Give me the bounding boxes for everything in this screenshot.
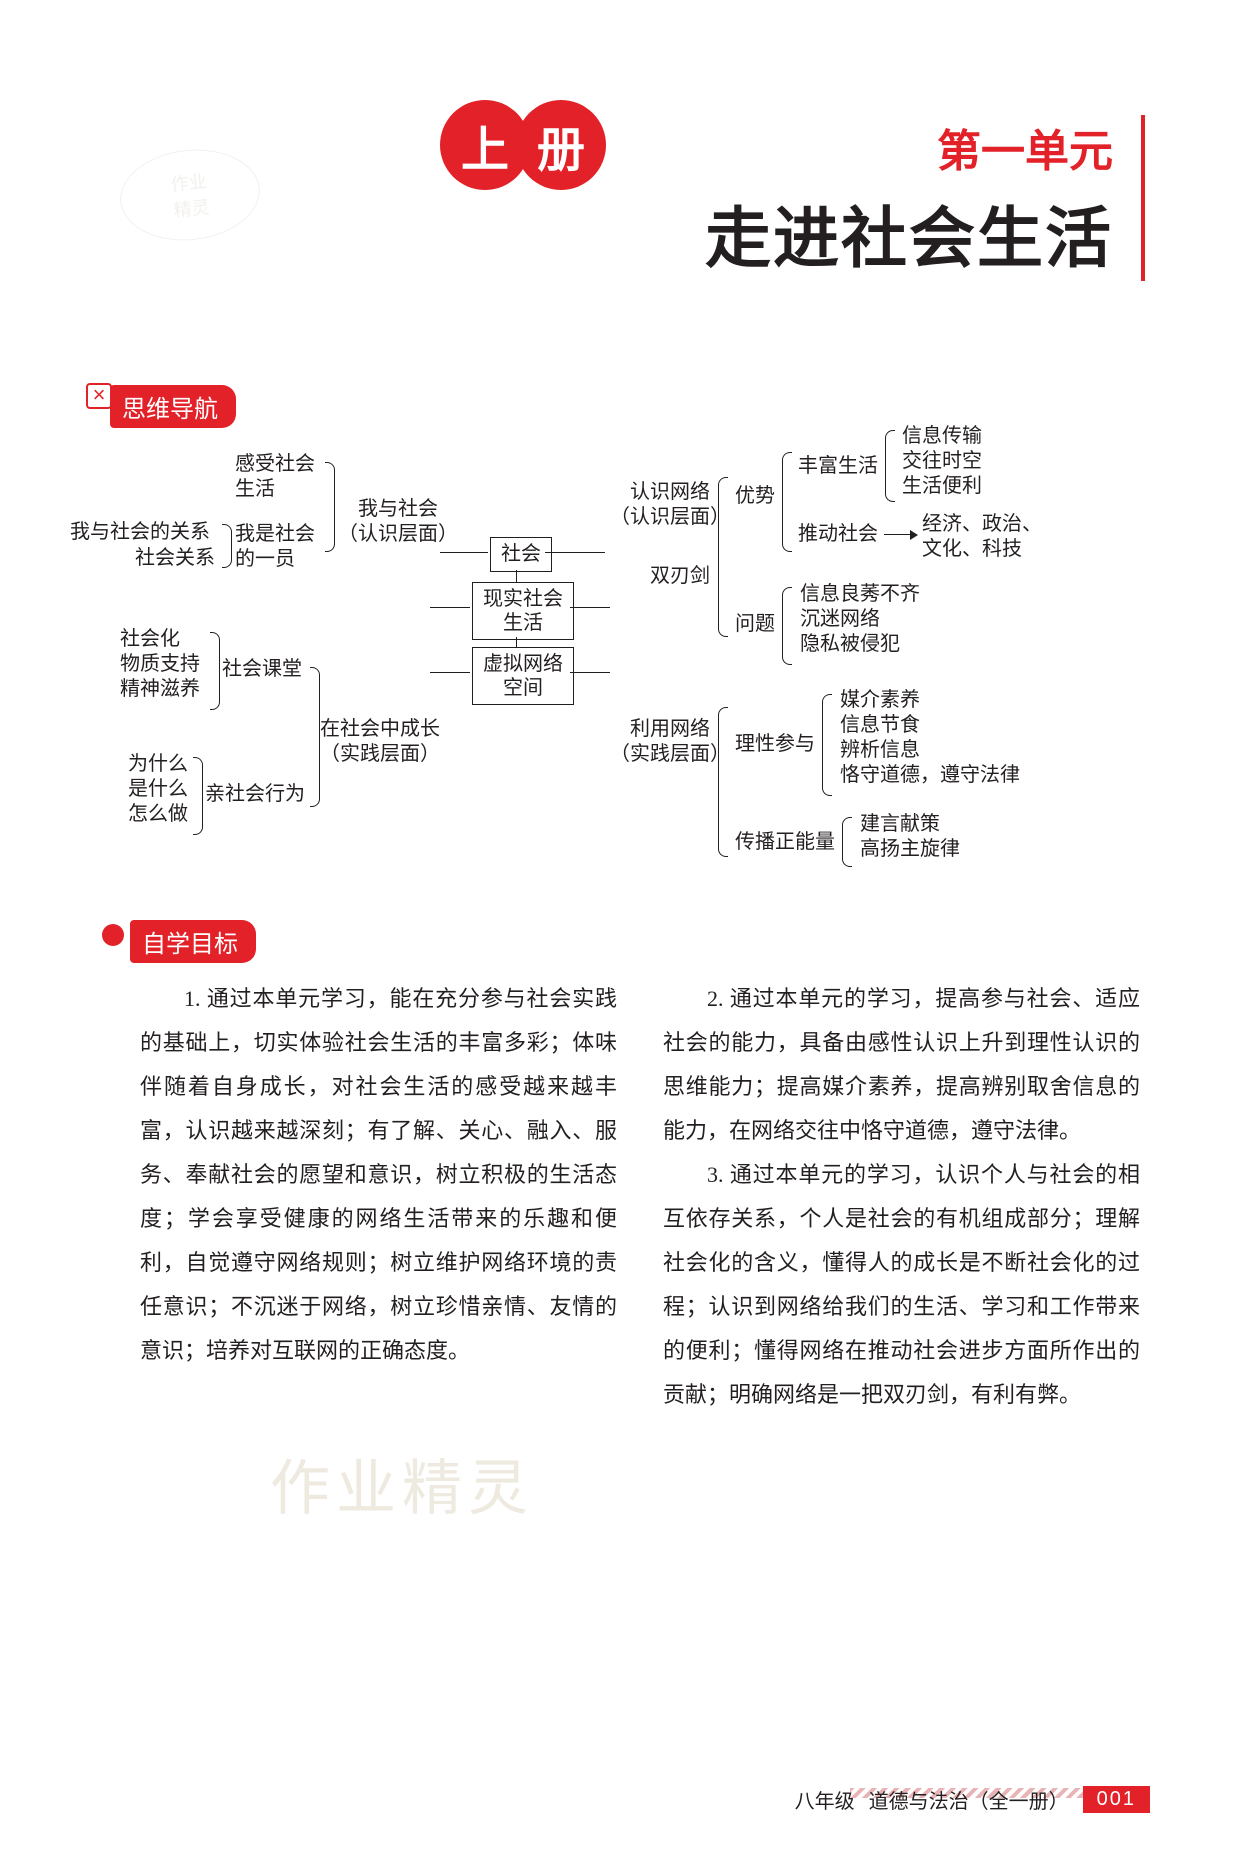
page-root: 作业 精灵 上 册 第一单元 走进社会生活 思维导航 社会 现实社会 生活 虚拟…: [0, 0, 1250, 1860]
node-virtual-net: 虚拟网络 空间: [472, 647, 574, 705]
mindmap-canvas: 社会 现实社会 生活 虚拟网络 空间 我与社会 （认识层面） 感受社会 生活 我…: [110, 442, 1140, 882]
goals-tag: 自学目标: [130, 920, 256, 963]
node-virtual-net-text: 虚拟网络 空间: [483, 653, 563, 699]
node-adv-push-sub: 经济、政治、 文化、科技: [922, 512, 1042, 562]
node-real-life-text: 现实社会 生活: [483, 588, 563, 634]
node-rational-sub: 媒介素养 信息节食 辨析信息 恪守道德，遵守法律: [840, 688, 1020, 788]
connector: [430, 607, 470, 608]
brace: [325, 462, 335, 552]
node-double-edge: 双刃剑: [650, 564, 710, 589]
node-use-net: 利用网络 （实践层面）: [610, 717, 730, 767]
watermark-stamp: 作业 精灵: [116, 143, 265, 247]
footer-pagenum: 001: [1083, 1786, 1150, 1813]
unit-title: 走进社会生活: [705, 185, 1113, 281]
goals-p2: 2. 通过本单元的学习，提高参与社会、适应社会的能力，具备由感性认识上升到理性认…: [663, 977, 1140, 1153]
arrow: [884, 534, 910, 535]
goals-col-left: 1. 通过本单元学习，能在充分参与社会实践的基础上，切实体验社会生活的丰富多彩；…: [140, 977, 617, 1417]
brace: [782, 452, 792, 552]
unit-title-block: 第一单元 走进社会生活: [705, 115, 1145, 281]
node-positive: 传播正能量: [735, 830, 835, 855]
goals-section: 自学目标 1. 通过本单元学习，能在充分参与社会实践的基础上，切实体验社会生活的…: [140, 920, 1140, 1417]
volume-badges: 上 册: [440, 100, 592, 190]
goals-p1: 1. 通过本单元学习，能在充分参与社会实践的基础上，切实体验社会生活的丰富多彩；…: [140, 977, 617, 1373]
goals-p3: 3. 通过本单元的学习，认识个人与社会的相互依存关系，个人是社会的有机组成部分；…: [663, 1153, 1140, 1417]
connector: [516, 570, 517, 582]
brace: [718, 707, 728, 857]
footer-grade: 八年级: [795, 1785, 855, 1814]
connector: [440, 552, 488, 553]
connector: [516, 637, 517, 647]
brace: [222, 524, 232, 568]
stamp-line2: 精灵: [172, 193, 211, 223]
connector: [430, 672, 470, 673]
node-center: 社会: [490, 537, 552, 572]
node-adv-rich: 丰富生活: [798, 454, 878, 479]
goals-columns: 1. 通过本单元学习，能在充分参与社会实践的基础上，切实体验社会生活的丰富多彩；…: [140, 977, 1140, 1417]
node-im-member: 我是社会 的一员: [235, 522, 315, 572]
stamp-line1: 作业: [169, 167, 208, 197]
node-rel-l1: 我与社会的关系: [70, 520, 210, 545]
brace: [885, 430, 895, 502]
badge-ce: 册: [516, 100, 606, 190]
node-problems: 问题: [735, 612, 775, 637]
brace: [718, 477, 728, 637]
node-adv-rich-sub: 信息传输 交往时空 生活便利: [902, 424, 982, 499]
node-feel-life: 感受社会 生活: [235, 452, 315, 502]
node-positive-sub: 建言献策 高扬主旋律: [860, 812, 960, 862]
mindmap-tag: 思维导航: [110, 385, 236, 428]
brace: [210, 632, 220, 710]
node-classroom: 社会课堂: [222, 657, 302, 682]
node-classroom-sub: 社会化 物质支持 精神滋养: [120, 627, 200, 702]
node-rational: 理性参与: [735, 732, 815, 757]
node-adv-push: 推动社会: [798, 522, 878, 547]
connector: [545, 552, 605, 553]
node-me-society: 我与社会 （认识层面）: [338, 497, 458, 547]
node-grow: 在社会中成长 （实践层面）: [320, 717, 440, 767]
goals-col-right: 2. 通过本单元的学习，提高参与社会、适应社会的能力，具备由感性认识上升到理性认…: [663, 977, 1140, 1417]
footer-subject: 道德与法治（全一册）: [869, 1785, 1069, 1814]
brace: [193, 757, 203, 835]
node-real-life: 现实社会 生活: [472, 582, 574, 640]
brace: [782, 587, 792, 665]
node-know-net: 认识网络 （认识层面）: [610, 480, 730, 530]
watermark: 作业精灵: [270, 1440, 534, 1527]
connector: [570, 672, 610, 673]
unit-label: 第一单元: [705, 115, 1113, 179]
brace: [842, 817, 852, 867]
node-pro-social-sub: 为什么 是什么 怎么做: [128, 752, 188, 827]
mindmap-section: 思维导航 社会 现实社会 生活 虚拟网络 空间 我与社会 （认识层面） 感受社会…: [110, 385, 1140, 882]
node-rel-l2: 社会关系: [135, 546, 215, 571]
page-footer: 八年级 道德与法治（全一册） 001: [795, 1785, 1150, 1814]
brace: [310, 667, 320, 807]
node-adv: 优势: [735, 484, 775, 509]
connector: [570, 607, 610, 608]
node-problems-sub: 信息良莠不齐 沉迷网络 隐私被侵犯: [800, 582, 920, 657]
node-pro-social: 亲社会行为: [205, 782, 305, 807]
brace: [822, 694, 832, 796]
